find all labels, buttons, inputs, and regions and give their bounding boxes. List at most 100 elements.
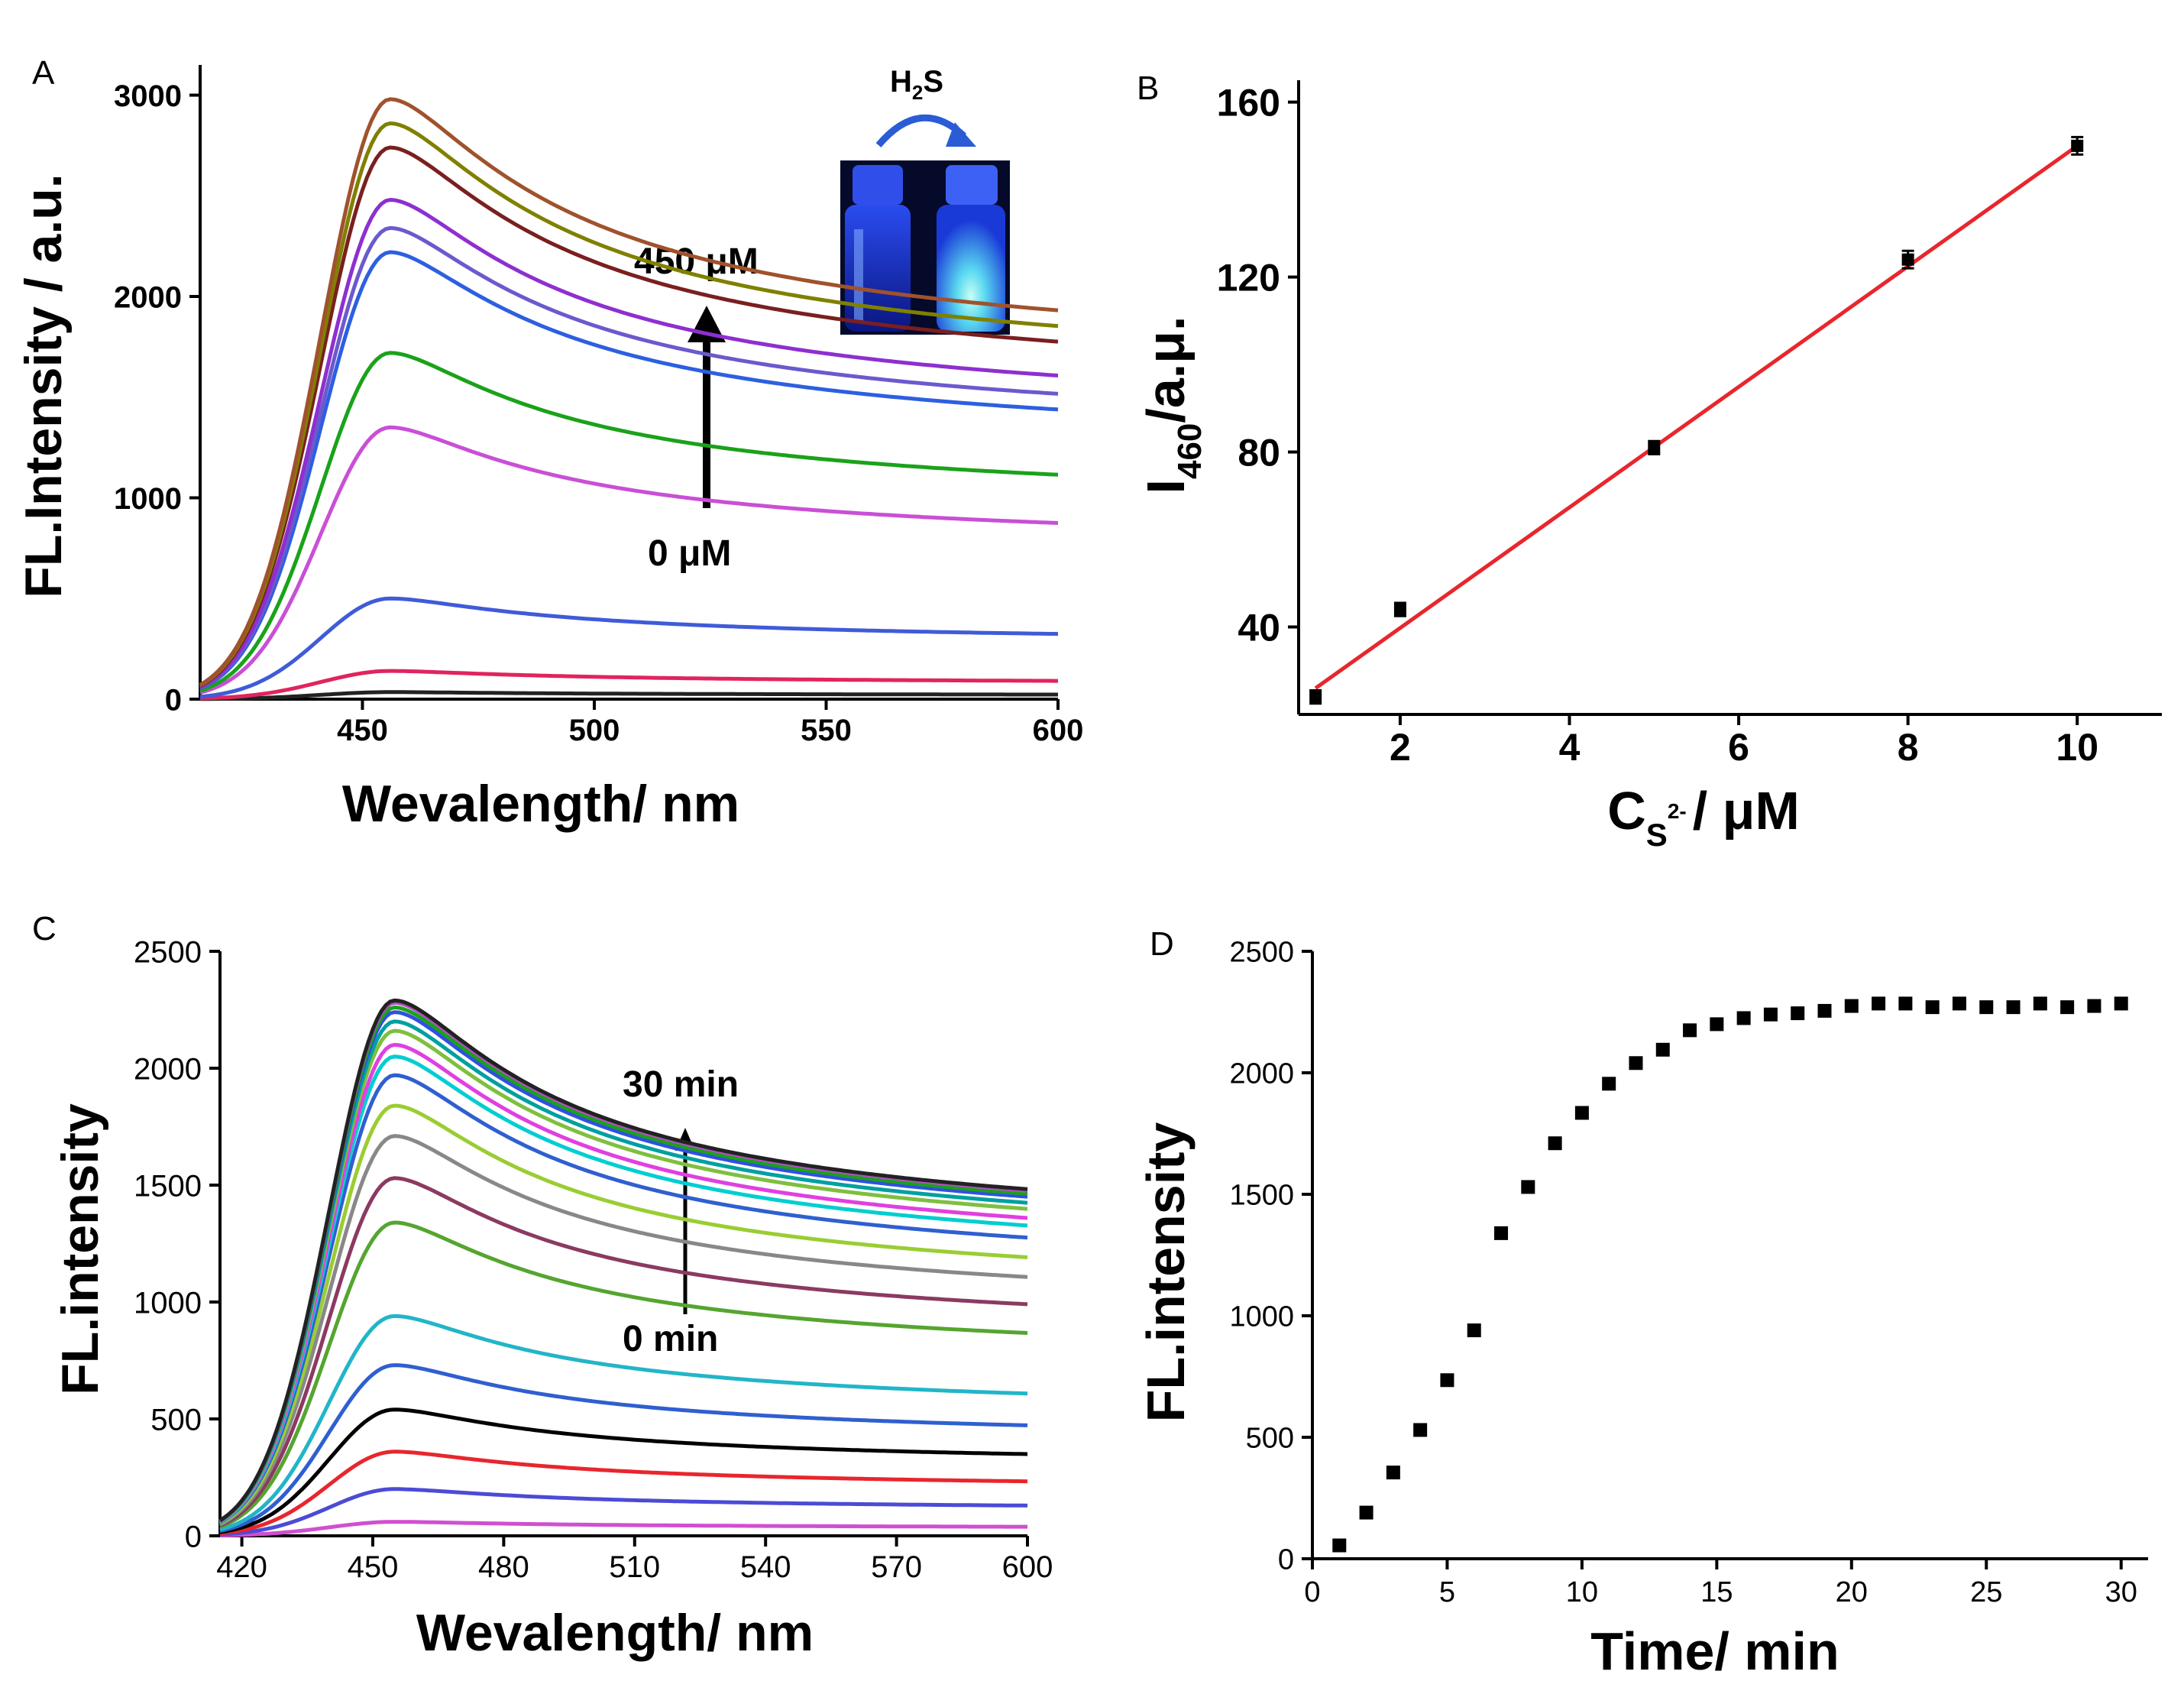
chart-c-series-13 bbox=[218, 1042, 1028, 1524]
chart-b-data-point bbox=[1393, 603, 1406, 616]
inset-reagent-label: H2S bbox=[890, 65, 943, 104]
chart-a-series-8 bbox=[199, 197, 1059, 689]
chart-c-x-tick-label: 510 bbox=[609, 1550, 660, 1584]
chart-c-y-tick-label: 1000 bbox=[134, 1286, 202, 1320]
chart-c-y-tick-label: 2000 bbox=[134, 1052, 202, 1086]
chart-b-data-point bbox=[1901, 253, 1914, 266]
chart-d-data-point bbox=[1979, 1000, 1994, 1015]
chart-a-x-tick-label: 550 bbox=[801, 714, 852, 747]
chart-d-y-tick-label: 1000 bbox=[1229, 1301, 1294, 1333]
chart-d-data-point bbox=[1548, 1136, 1562, 1151]
chart-d-data-point bbox=[1629, 1056, 1643, 1070]
chart-d-data-point bbox=[1386, 1466, 1400, 1480]
chart-b-data-point bbox=[2071, 139, 2084, 152]
chart-c-x-tick-label: 450 bbox=[348, 1550, 399, 1584]
panel-label-c: C bbox=[32, 910, 57, 947]
chart-a-series-11 bbox=[199, 97, 1059, 687]
chart-d-xlabel: Time/ min bbox=[1590, 1621, 1839, 1681]
chart-a-series-6 bbox=[199, 250, 1059, 691]
chart-d-data-point bbox=[1710, 1017, 1724, 1032]
chart-a-x-tick-label: 600 bbox=[1033, 714, 1084, 747]
chart-d-y-tick-label: 2000 bbox=[1229, 1058, 1294, 1090]
vial-inset-photo bbox=[840, 160, 1010, 335]
chart-d-data-point bbox=[1440, 1373, 1454, 1388]
chart-d-data-point bbox=[1467, 1323, 1481, 1338]
chart-c-x-tick-label: 540 bbox=[740, 1550, 791, 1584]
chart-c-series-10 bbox=[218, 1103, 1028, 1526]
chart-c-y-tick-label: 0 bbox=[185, 1520, 202, 1553]
chart-c-ylabel: FL.intensity bbox=[51, 1103, 109, 1395]
chart-a-series-1 bbox=[199, 690, 1058, 701]
chart-c-series-9 bbox=[218, 1134, 1028, 1527]
chart-a-y-tick-label: 3000 bbox=[114, 79, 182, 113]
chart-d-ylabel: FL.intensity bbox=[1136, 1122, 1196, 1423]
chart-d-data-point bbox=[1602, 1077, 1616, 1091]
chart-c-series-7 bbox=[219, 1220, 1028, 1529]
chart-d-x-tick-label: 15 bbox=[1700, 1576, 1733, 1608]
chart-d-data-point bbox=[1683, 1023, 1697, 1038]
chart-d-x-tick-label: 0 bbox=[1304, 1576, 1320, 1608]
chart-d-data-point bbox=[1494, 1226, 1509, 1240]
chart-d-y-tick-label: 0 bbox=[1278, 1544, 1294, 1576]
chart-b-xlabel: CS2- / μM bbox=[1607, 781, 1800, 853]
chart-c-series-12 bbox=[218, 1054, 1028, 1524]
chart-d-data-point bbox=[1925, 1000, 1940, 1015]
chart-c-series-6 bbox=[219, 1313, 1028, 1532]
annotation-a-bottom: 0 μM bbox=[648, 533, 731, 574]
chart-c-xlabel: Wevalength/ nm bbox=[416, 1604, 814, 1662]
chart-d-data-point bbox=[2060, 1000, 2075, 1015]
chart-d-y-tick-label: 500 bbox=[1246, 1423, 1294, 1455]
chart-c-series-8 bbox=[218, 1176, 1028, 1527]
chart-d-data-point bbox=[1736, 1011, 1751, 1025]
panel-label-a: A bbox=[32, 54, 55, 92]
chart-d-x-tick-label: 10 bbox=[1566, 1576, 1598, 1608]
chart-c-y-tick-label: 500 bbox=[150, 1403, 202, 1436]
chart-d-x-tick-label: 30 bbox=[2105, 1576, 2137, 1608]
chart-b-data-point bbox=[1309, 691, 1322, 704]
chart-d-data-point bbox=[1844, 999, 1859, 1013]
chart-a-x-tick-label: 450 bbox=[337, 714, 388, 747]
chart-b-x-tick-label: 4 bbox=[1559, 726, 1581, 769]
chart-b-y-tick-label: 120 bbox=[1217, 257, 1280, 300]
chart-d-x-tick-label: 20 bbox=[1836, 1576, 1868, 1608]
chart-d-x-tick-label: 5 bbox=[1439, 1576, 1455, 1608]
chart-c: 420 450 480 510 540 570 600 0 500 1000 1500 2000 250… bbox=[134, 935, 1053, 1584]
chart-d-data-point bbox=[1574, 1106, 1589, 1120]
chart-c-x-tick-label: 480 bbox=[478, 1550, 529, 1584]
chart-c-series-5 bbox=[219, 1363, 1028, 1534]
chart-b-fit-line bbox=[1314, 144, 2079, 690]
chart-d-data-point bbox=[1521, 1180, 1535, 1194]
chart-d-data-point bbox=[1872, 996, 1886, 1011]
chart-d-data-point bbox=[1413, 1423, 1428, 1437]
panel-label-d: D bbox=[1150, 925, 1174, 963]
chart-a-series-4 bbox=[199, 425, 1059, 695]
chart-d-data-point bbox=[1817, 1003, 1832, 1018]
chart-c-series-1 bbox=[219, 1520, 1027, 1537]
chart-b-y-tick-label: 160 bbox=[1217, 82, 1280, 125]
chart-b-x-tick-label: 6 bbox=[1728, 726, 1749, 769]
chart-a-series-5 bbox=[199, 351, 1059, 693]
chart-b-y-tick-label: 80 bbox=[1238, 432, 1280, 475]
chart-d-y-tick-label: 2500 bbox=[1229, 937, 1294, 969]
chart-d-data-point bbox=[1898, 996, 1913, 1011]
chart-b-y-tick-label: 40 bbox=[1238, 607, 1280, 649]
chart-a: 450 500 550 600 0 1000 2000 3000 bbox=[114, 65, 1083, 747]
chart-d-data-point bbox=[2087, 999, 2101, 1013]
chart-b-x-tick-label: 8 bbox=[1898, 726, 1919, 769]
chart-b-ylabel: I460/a.μ. bbox=[1136, 316, 1208, 494]
chart-d-data-point bbox=[1952, 996, 1966, 1011]
annotation-c-bottom: 0 min bbox=[623, 1319, 718, 1359]
chart-c-series-3 bbox=[219, 1449, 1028, 1536]
chart-a-series-3 bbox=[199, 596, 1059, 699]
panel-label-b: B bbox=[1137, 70, 1159, 107]
chart-d-data-point bbox=[2006, 1000, 2021, 1015]
chart-a-xlabel: Wevalength/ nm bbox=[342, 775, 739, 833]
chart-c-series-11 bbox=[218, 1073, 1028, 1524]
chart-b-x-tick-label: 2 bbox=[1390, 726, 1411, 769]
chart-c-x-tick-label: 570 bbox=[871, 1550, 922, 1584]
chart-b-x-tick-label: 10 bbox=[2056, 726, 2098, 769]
chart-b: 2 4 6 8 10 40 80 120 160 bbox=[1217, 80, 2162, 769]
chart-c-series-2 bbox=[219, 1487, 1028, 1537]
chart-a-y-tick-label: 0 bbox=[165, 683, 182, 717]
curved-arrow-head-icon bbox=[946, 122, 976, 147]
